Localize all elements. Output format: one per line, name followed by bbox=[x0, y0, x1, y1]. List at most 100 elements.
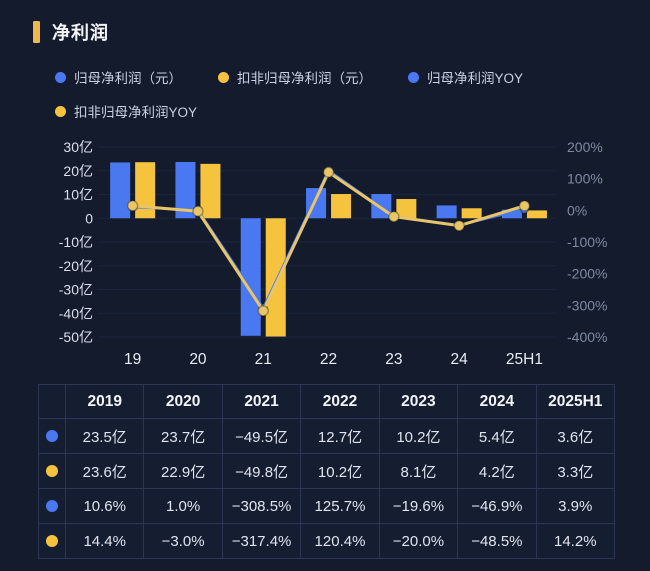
bar-扣非归母净利润（元） bbox=[200, 163, 221, 219]
table-value-cell: −3.0% bbox=[144, 524, 223, 559]
table-value-cell: 4.2亿 bbox=[458, 454, 537, 489]
right-axis-tick-label: -200% bbox=[567, 266, 607, 282]
legend-dot-icon bbox=[408, 71, 419, 83]
table-value-cell: 14.2% bbox=[536, 524, 615, 559]
table-value-cell: 14.4% bbox=[66, 524, 145, 559]
legend-item-1[interactable]: 归母净利润（元） bbox=[55, 67, 182, 87]
x-axis-label: 25H1 bbox=[506, 351, 543, 368]
table-value-cell: 23.6亿 bbox=[66, 454, 145, 489]
table-value-cell: 10.6% bbox=[66, 489, 145, 524]
legend-item-label: 扣非归母净利润（元） bbox=[237, 71, 372, 86]
title-accent-bar-icon bbox=[33, 21, 40, 43]
bar-扣非归母净利润（元） bbox=[135, 162, 156, 219]
table-value-cell: 23.5亿 bbox=[66, 419, 145, 454]
table-value-cell: −19.6% bbox=[379, 489, 459, 524]
bar-扣非归母净利润（元） bbox=[461, 208, 482, 219]
table-value-cell: 3.9% bbox=[536, 489, 615, 524]
left-axis-tick-label: -30亿 bbox=[59, 282, 93, 298]
right-axis-tick-label: -100% bbox=[567, 234, 607, 250]
table-header-cell: 2019 bbox=[66, 385, 145, 419]
bar-归母净利润（元） bbox=[110, 162, 131, 219]
table-header-cell: 2020 bbox=[144, 385, 223, 419]
table-row-dot-cell bbox=[39, 454, 66, 489]
bar-归母净利润（元） bbox=[240, 218, 261, 336]
point-扣非归母净利润YOY bbox=[388, 210, 400, 223]
table-value-cell: 8.1亿 bbox=[379, 454, 459, 489]
bar-归母净利润（元） bbox=[501, 209, 522, 219]
legend-item-label: 扣非归母净利润YOY bbox=[74, 105, 198, 120]
point-扣非归母净利润YOY bbox=[192, 205, 204, 218]
bar-归母净利润（元） bbox=[436, 205, 457, 219]
left-axis-tick-label: 0 bbox=[85, 210, 93, 226]
bar-扣非归母净利润（元） bbox=[331, 194, 352, 219]
table-value-cell: −46.9% bbox=[458, 489, 537, 524]
table-row-dot-cell bbox=[39, 524, 66, 559]
table-value-cell: −49.8亿 bbox=[222, 454, 302, 489]
table-value-cell: 10.2亿 bbox=[301, 454, 380, 489]
point-扣非归母净利润YOY bbox=[257, 305, 269, 317]
bar-扣非归母净利润（元） bbox=[265, 218, 286, 337]
legend-dot-icon bbox=[218, 71, 229, 83]
table-value-cell: −20.0% bbox=[379, 524, 459, 559]
legend-item-3[interactable]: 归母净利润YOY bbox=[408, 67, 523, 87]
legend-dot-icon bbox=[55, 71, 66, 83]
table-value-cell: −49.5亿 bbox=[222, 419, 302, 454]
table-header-cell: 2024 bbox=[458, 385, 537, 419]
table-row-dot-cell bbox=[39, 489, 66, 524]
series-dot-icon bbox=[46, 430, 58, 442]
legend-item-2[interactable]: 扣非归母净利润（元） bbox=[218, 67, 372, 87]
table-header-cell: 2021 bbox=[222, 385, 302, 419]
net-profit-chart[interactable]: 30亿 20亿 10亿 0 -10亿 -20亿 -30亿 -40亿 -50亿 200% 100% 0%… bbox=[0, 137, 650, 379]
left-axis-tick-label: -10亿 bbox=[59, 234, 93, 250]
chart-legend: 归母净利润（元） 扣非归母净利润（元） 归母净利润YOY 扣非归母净利润YOY bbox=[55, 67, 575, 121]
series-dot-icon bbox=[46, 535, 58, 547]
table-header-cell: 2022 bbox=[301, 385, 380, 419]
table-value-cell: −48.5% bbox=[458, 524, 537, 559]
right-axis-tick-label: 200% bbox=[567, 139, 603, 155]
x-axis-label: 21 bbox=[255, 351, 272, 368]
bar-归母净利润（元） bbox=[175, 161, 196, 219]
table-value-cell: 12.7亿 bbox=[301, 419, 380, 454]
legend-item-label: 归母净利润YOY bbox=[427, 71, 524, 86]
page-title: 净利润 bbox=[52, 23, 109, 43]
table-value-cell: −317.4% bbox=[222, 524, 302, 559]
x-axis-label: 22 bbox=[320, 351, 337, 368]
right-axis-tick-label: 100% bbox=[567, 171, 603, 187]
left-axis-tick-label: -20亿 bbox=[59, 258, 93, 274]
table-value-cell: 125.7% bbox=[301, 489, 380, 524]
table-corner-cell bbox=[39, 385, 66, 419]
point-扣非归母净利润YOY bbox=[453, 219, 465, 232]
legend-item-label: 归母净利润（元） bbox=[74, 71, 182, 86]
point-扣非归母净利润YOY bbox=[126, 200, 139, 212]
right-axis-tick-label: -300% bbox=[567, 297, 607, 313]
table-value-cell: 10.2亿 bbox=[379, 419, 459, 454]
x-axis-label: 23 bbox=[385, 351, 402, 368]
legend-dot-icon bbox=[55, 105, 66, 117]
table-row-dot-cell bbox=[39, 419, 66, 454]
point-扣非归母净利润YOY bbox=[518, 200, 531, 212]
bar-扣非归母净利润（元） bbox=[396, 199, 417, 219]
table-value-cell: 22.9亿 bbox=[144, 454, 223, 489]
bar-扣非归母净利润（元） bbox=[526, 210, 547, 219]
series-dot-icon bbox=[46, 465, 58, 477]
left-axis-tick-label: -40亿 bbox=[59, 305, 93, 321]
left-axis-tick-label: -50亿 bbox=[59, 329, 93, 345]
table-value-cell: 5.4亿 bbox=[458, 419, 537, 454]
table-header-cell: 2023 bbox=[379, 385, 459, 419]
x-axis-label: 24 bbox=[451, 351, 469, 368]
table-value-cell: 120.4% bbox=[301, 524, 380, 559]
x-axis-label: 20 bbox=[189, 351, 207, 368]
legend-item-4[interactable]: 扣非归母净利润YOY bbox=[55, 101, 197, 121]
series-dot-icon bbox=[46, 500, 58, 512]
net-profit-table: 2019 2020 2021 2022 2023 2024 2025H1 23.5亿 23.7亿… bbox=[38, 384, 615, 559]
left-axis-tick-label: 20亿 bbox=[63, 163, 93, 179]
left-axis-tick-label: 10亿 bbox=[63, 187, 93, 203]
table-value-cell: 23.7亿 bbox=[144, 419, 223, 454]
point-扣非归母净利润YOY bbox=[322, 166, 335, 178]
x-axis-label: 19 bbox=[124, 351, 141, 368]
right-axis-tick-label: -400% bbox=[567, 329, 607, 345]
table-value-cell: 1.0% bbox=[144, 489, 223, 524]
section-title-row: 净利润 bbox=[33, 19, 109, 45]
left-axis-tick-label: 30亿 bbox=[63, 139, 93, 155]
